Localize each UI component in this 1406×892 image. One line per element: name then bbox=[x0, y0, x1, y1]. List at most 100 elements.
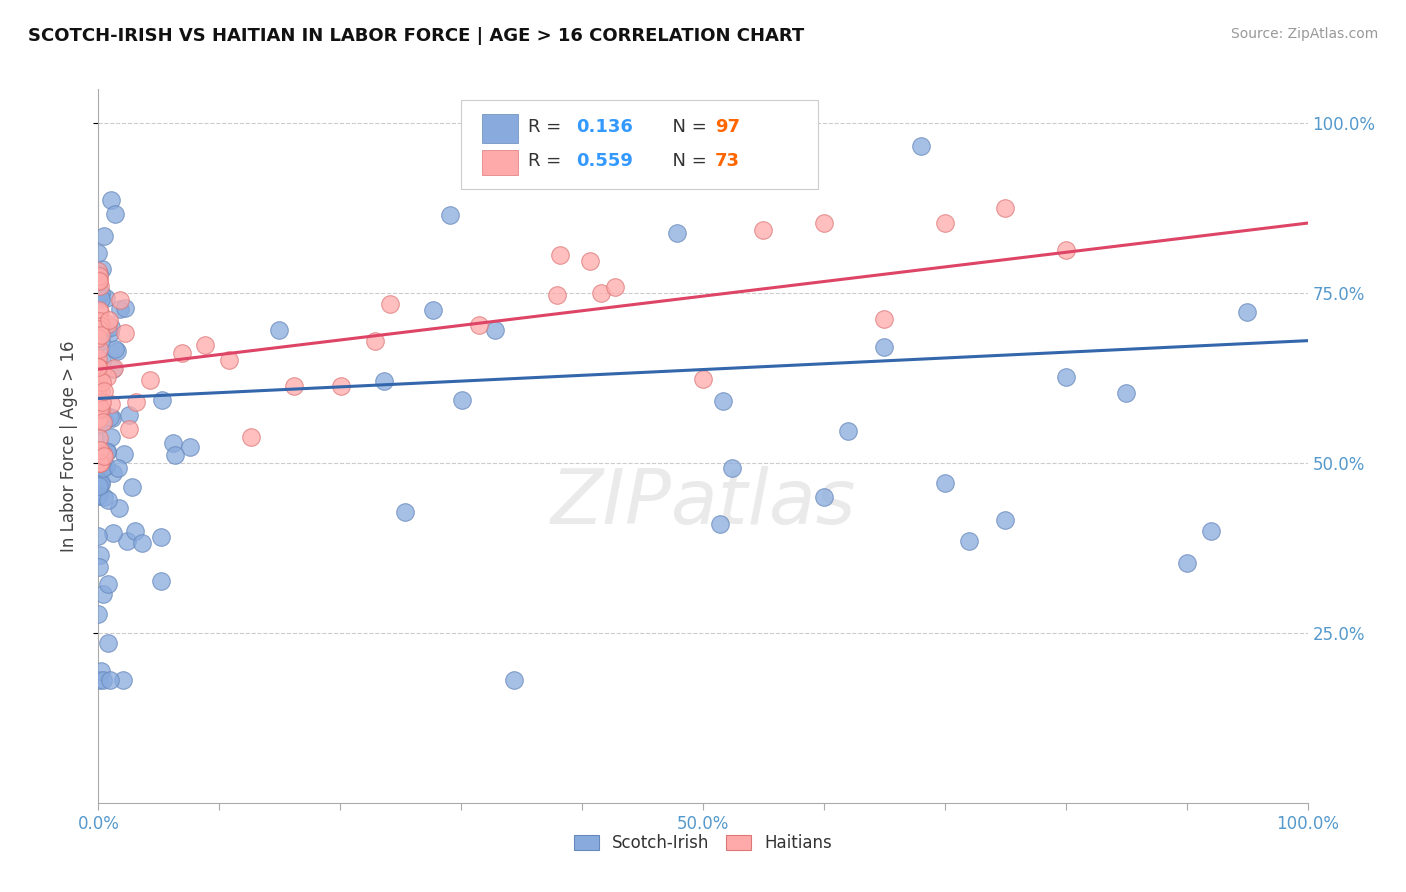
Point bbox=[934, 475, 956, 490]
Point bbox=[87, 417, 110, 432]
Point bbox=[422, 303, 444, 318]
Point bbox=[89, 402, 111, 417]
Point bbox=[103, 526, 125, 541]
Point bbox=[115, 533, 138, 548]
Point bbox=[87, 396, 110, 410]
Point bbox=[1175, 556, 1198, 570]
Point bbox=[100, 320, 122, 334]
Point bbox=[97, 577, 120, 591]
Point bbox=[89, 327, 111, 342]
Point bbox=[103, 360, 125, 375]
Point bbox=[90, 475, 112, 489]
Point bbox=[267, 324, 290, 338]
Point bbox=[108, 500, 131, 515]
Point bbox=[439, 208, 461, 222]
FancyBboxPatch shape bbox=[482, 114, 517, 143]
Point bbox=[87, 321, 110, 335]
Point bbox=[239, 429, 262, 443]
Point bbox=[89, 442, 111, 457]
Point bbox=[484, 323, 506, 337]
Point bbox=[93, 324, 115, 338]
Point bbox=[711, 394, 734, 409]
Point bbox=[721, 460, 744, 475]
Point bbox=[89, 279, 111, 293]
Point bbox=[91, 461, 114, 475]
Point bbox=[90, 375, 112, 389]
Point bbox=[117, 409, 139, 423]
Point bbox=[89, 488, 111, 502]
Point bbox=[813, 216, 835, 230]
Point bbox=[89, 401, 111, 415]
Point bbox=[87, 274, 110, 288]
Text: R =: R = bbox=[527, 152, 567, 169]
Point bbox=[93, 449, 115, 463]
Point bbox=[87, 264, 110, 278]
Point bbox=[605, 280, 627, 294]
Point bbox=[503, 673, 526, 688]
Point bbox=[96, 445, 118, 459]
Point bbox=[170, 345, 193, 359]
Point bbox=[98, 409, 121, 424]
Point bbox=[666, 226, 689, 240]
Point bbox=[89, 370, 111, 384]
Point bbox=[994, 201, 1017, 215]
Point bbox=[1115, 385, 1137, 400]
Point bbox=[591, 285, 613, 300]
Point bbox=[97, 636, 120, 650]
Point bbox=[813, 490, 835, 504]
Point bbox=[108, 293, 131, 308]
Point bbox=[89, 320, 111, 334]
Point bbox=[87, 458, 110, 473]
Point bbox=[1054, 244, 1077, 258]
Point bbox=[957, 534, 980, 549]
Text: 97: 97 bbox=[716, 118, 740, 136]
Point bbox=[87, 342, 110, 356]
Point bbox=[90, 319, 112, 334]
FancyBboxPatch shape bbox=[482, 150, 517, 175]
Y-axis label: In Labor Force | Age > 16: In Labor Force | Age > 16 bbox=[59, 340, 77, 552]
Point bbox=[91, 415, 114, 429]
Point bbox=[87, 386, 110, 401]
Point bbox=[378, 296, 401, 310]
Point bbox=[548, 247, 571, 261]
Point bbox=[89, 456, 111, 470]
Point bbox=[752, 223, 775, 237]
Text: 0.559: 0.559 bbox=[576, 152, 633, 169]
Point bbox=[89, 305, 111, 319]
Point bbox=[218, 353, 240, 368]
Point bbox=[91, 450, 114, 465]
Point bbox=[93, 384, 115, 398]
Point bbox=[103, 466, 125, 480]
Point bbox=[87, 273, 110, 287]
Point bbox=[97, 492, 120, 507]
Point bbox=[96, 444, 118, 458]
Point bbox=[87, 370, 110, 384]
Point bbox=[93, 490, 115, 504]
Point bbox=[100, 430, 122, 444]
Point bbox=[101, 362, 124, 376]
Point bbox=[96, 370, 118, 384]
Point bbox=[110, 301, 132, 316]
Point bbox=[114, 447, 136, 461]
Point bbox=[90, 334, 112, 348]
Point bbox=[100, 397, 122, 411]
Point bbox=[162, 436, 184, 450]
Point bbox=[96, 291, 118, 305]
Point bbox=[90, 401, 112, 416]
Point bbox=[89, 411, 111, 425]
Point bbox=[131, 536, 153, 550]
Point bbox=[114, 326, 136, 341]
Point bbox=[101, 410, 124, 425]
Point bbox=[93, 228, 115, 243]
Point bbox=[873, 340, 896, 354]
Point bbox=[93, 414, 115, 428]
Text: Source: ZipAtlas.com: Source: ZipAtlas.com bbox=[1230, 27, 1378, 41]
Point bbox=[1236, 305, 1258, 319]
Point bbox=[100, 193, 122, 207]
Point bbox=[87, 268, 110, 283]
Point bbox=[364, 334, 387, 348]
Point bbox=[104, 342, 127, 356]
Point bbox=[90, 286, 112, 301]
Point bbox=[87, 431, 110, 445]
Point bbox=[89, 456, 111, 470]
